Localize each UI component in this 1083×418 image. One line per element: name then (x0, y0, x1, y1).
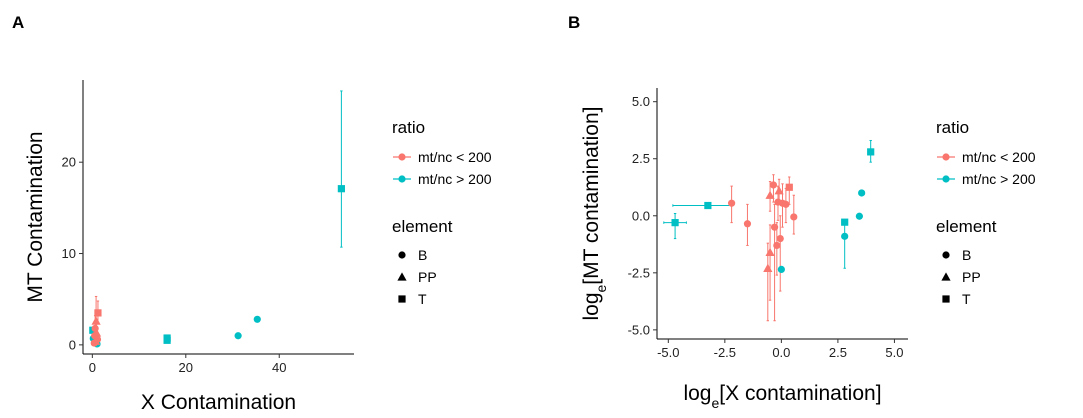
legend-title-element: element (392, 217, 453, 236)
legend-key-shape (398, 251, 406, 259)
legend-key-dot (398, 175, 406, 183)
x-tick-label: 0 (89, 360, 96, 375)
y-tick-label: 20 (62, 155, 76, 170)
data-point (337, 185, 345, 193)
data-point (765, 190, 775, 199)
legend-key-shape (398, 295, 406, 303)
data-point (773, 241, 781, 250)
data-point (785, 183, 793, 191)
data-point (671, 219, 679, 227)
data-point (765, 247, 775, 256)
data-point (728, 199, 736, 207)
x-tick-label: 20 (179, 360, 193, 375)
legend-label-element: T (418, 291, 427, 307)
panel-a-label: A (12, 13, 24, 32)
data-point (763, 263, 773, 272)
data-point (782, 200, 790, 208)
x-tick-label: 40 (272, 360, 286, 375)
data-point (770, 223, 779, 231)
plot-a-x-axis-title: X Contamination (141, 391, 296, 414)
x-tick-label: 2.5 (829, 345, 847, 360)
data-point (90, 339, 98, 347)
legend-label-ratio: mt/nc > 200 (962, 171, 1036, 187)
panel-b-label: B (568, 13, 580, 32)
data-point (704, 201, 712, 210)
legend-label-ratio: mt/nc < 200 (962, 149, 1036, 165)
data-point (743, 220, 752, 228)
legend-label-ratio: mt/nc < 200 (418, 149, 492, 165)
legend-label-element: T (962, 291, 971, 307)
plot-b-x-axis-title: loge[X contamination] (683, 382, 881, 411)
y-tick-label: 0.0 (632, 208, 650, 223)
data-point (91, 316, 101, 325)
legend-label-ratio: mt/nc > 200 (418, 171, 492, 187)
data-point (776, 235, 784, 243)
data-point (841, 218, 849, 226)
plot-b-legend: ratio mt/nc < 200 mt/nc > 200 element B PP T (936, 118, 1036, 307)
data-point (769, 181, 778, 189)
plot-a: 0 20 40 0 10 20 (62, 80, 354, 375)
y-tick-label: -5.0 (628, 322, 650, 337)
plot-a-y-axis-title: MT Contamination (24, 131, 47, 302)
y-tick-label: 5.0 (632, 94, 650, 109)
legend-key-shape (942, 295, 950, 303)
data-point (234, 332, 242, 340)
legend-title-element: element (936, 217, 997, 236)
data-point (855, 212, 863, 220)
legend-label-element: PP (962, 269, 981, 285)
data-point (841, 232, 849, 240)
y-tick-label: 10 (62, 246, 76, 261)
x-tick-label: 0.0 (772, 345, 790, 360)
data-point (253, 315, 261, 323)
y-tick-label: 2.5 (632, 151, 650, 166)
data-point (867, 148, 875, 156)
x-tick-label: -5.0 (657, 345, 679, 360)
data-point (163, 336, 171, 344)
legend-label-element: B (962, 247, 971, 263)
legend-title-ratio: ratio (936, 118, 969, 137)
legend-key-dot (942, 175, 950, 183)
legend-label-element: PP (418, 269, 437, 285)
data-point (790, 213, 798, 221)
data-point (774, 186, 784, 195)
y-tick-label: 0 (69, 337, 76, 352)
data-point (858, 189, 866, 197)
data-point (94, 309, 102, 317)
legend-key-shape (397, 272, 407, 281)
x-tick-label: 5.0 (885, 345, 903, 360)
legend-label-element: B (418, 247, 427, 263)
legend-key-dot (942, 153, 950, 161)
plot-b: -5.0 -2.5 0.0 2.5 5.0 -5.0 -2.5 0.0 2.5 5.0 (628, 88, 908, 360)
legend-key-dot (398, 153, 406, 161)
x-tick-label: -2.5 (714, 345, 736, 360)
y-tick-label: -2.5 (628, 265, 650, 280)
plot-b-y-axis-title: loge[MT contamination] (580, 106, 609, 320)
legend-title-ratio: ratio (392, 118, 425, 137)
legend-key-shape (941, 272, 951, 281)
data-point (777, 265, 785, 274)
plot-a-legend: ratio mt/nc < 200 mt/nc > 200 element B PP T (392, 118, 492, 307)
legend-key-shape (942, 251, 950, 259)
